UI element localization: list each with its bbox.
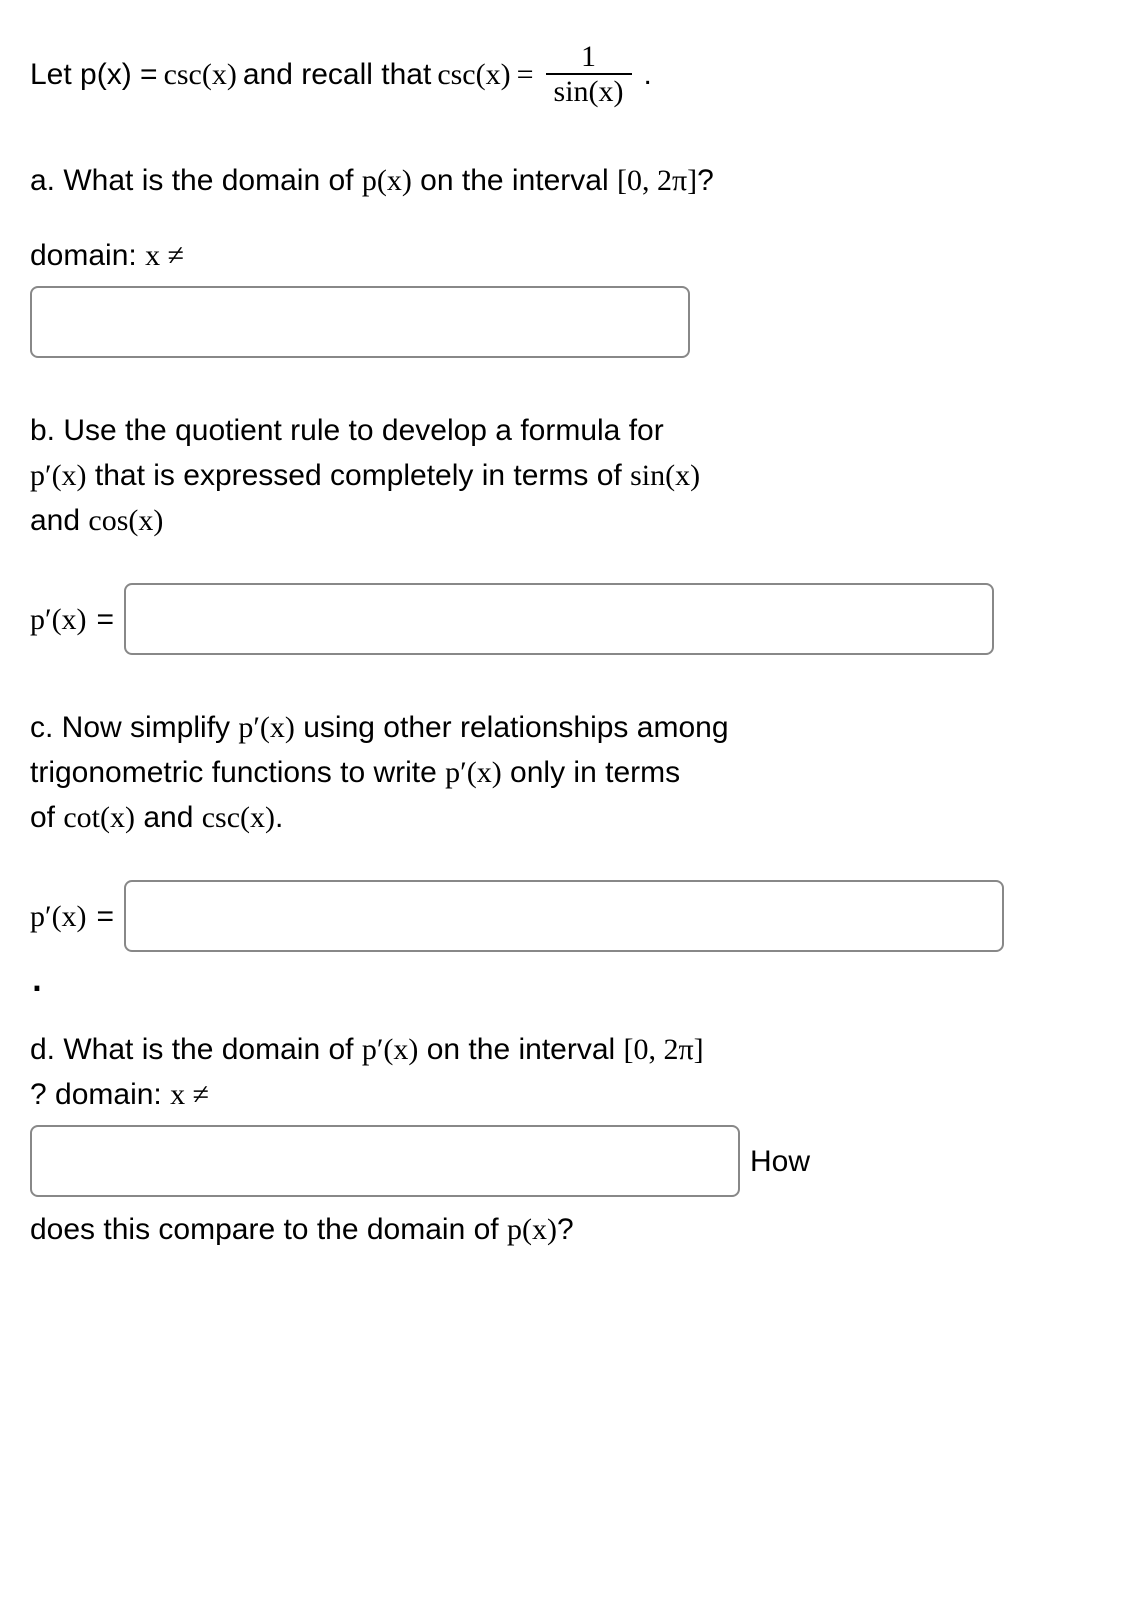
part-a: a. What is the domain of p(x) on the int… [30,158,1109,358]
part-b-equals: = [97,597,115,642]
part-c-l3prefix: of [30,801,63,834]
part-d-l2prefix: ? domain: [30,1078,170,1111]
part-d-interval: [0, 2π] [624,1033,704,1066]
part-d-prefix: d. What is the domain of [30,1033,362,1066]
part-b: b. Use the quotient rule to develop a fo… [30,408,1109,655]
part-d-compare-text: does this compare to the domain of [30,1213,507,1246]
part-c-pprime1: p′(x) [238,711,295,744]
part-c-cscx: csc(x) [202,801,275,834]
part-c-prefix: c. Now simplify [30,711,238,744]
part-a-mid: on the interval [412,164,617,197]
intro-fraction: 1 sin(x) [546,40,632,108]
domain-xneq: x ≠ [145,239,184,272]
part-c-input[interactable] [124,880,1004,952]
intro-func: csc(x) [164,52,237,97]
part-c-l3suffix: . [275,801,283,834]
part-c-l2prefix: trigonometric functions to write [30,756,445,789]
part-b-answer-label: p′(x) [30,597,87,642]
part-d-compare: does this compare to the domain of p(x)? [30,1207,1109,1252]
part-c-line3: of cot(x) and csc(x). [30,795,1109,840]
part-b-mid: that is expressed completely in terms of [87,459,631,492]
part-d-line1: d. What is the domain of p′(x) on the in… [30,1027,1109,1072]
part-b-cosx: cos(x) [88,504,163,537]
part-d: d. What is the domain of p′(x) on the in… [30,1027,1109,1252]
intro-lhs: csc(x) [437,52,510,97]
part-d-line2: ? domain: x ≠ [30,1072,1109,1117]
intro-equals: = [517,52,534,97]
part-a-prefix: a. What is the domain of [30,164,362,197]
part-b-line3: and cos(x) [30,498,1109,543]
part-c-answer-label: p′(x) [30,894,87,939]
part-c-cotx: cot(x) [63,801,135,834]
part-a-suffix: ? [697,164,714,197]
part-c-line2: trigonometric functions to write p′(x) o… [30,750,1109,795]
intro-prefix: Let p(x) = [30,52,158,97]
part-c-l1suffix: using other relationships among [295,711,729,744]
part-c-and: and [135,801,202,834]
part-b-line2: p′(x) that is expressed completely in te… [30,453,1109,498]
part-c: c. Now simplify p′(x) using other relati… [30,705,1109,977]
frac-numerator: 1 [546,40,632,75]
part-c-l2suffix: only in terms [502,756,680,789]
part-b-line1: b. Use the quotient rule to develop a fo… [30,408,1109,453]
part-c-equals: = [97,894,115,939]
part-d-how: How [750,1139,810,1184]
domain-label: domain: [30,239,145,272]
part-d-pprime: p′(x) [362,1033,419,1066]
part-a-px: p(x) [362,164,412,197]
part-d-input[interactable] [30,1125,740,1197]
part-a-interval: [0, 2π] [617,164,697,197]
part-d-mid: on the interval [418,1033,623,1066]
intro-middle: and recall that [243,52,431,97]
part-b-sinx: sin(x) [630,459,700,492]
intro-text: Let p(x) = csc(x) and recall that csc(x)… [30,40,1109,108]
part-d-xneq: x ≠ [170,1078,209,1111]
part-c-pprime2: p′(x) [445,756,502,789]
part-b-and: and [30,504,88,537]
part-a-question: a. What is the domain of p(x) on the int… [30,158,1109,203]
part-a-domain-label: domain: x ≠ [30,233,1109,278]
part-b-input[interactable] [124,583,994,655]
frac-denominator: sin(x) [546,75,632,108]
part-a-input[interactable] [30,286,690,358]
part-d-px: p(x) [507,1213,557,1246]
part-d-compare-suffix: ? [557,1213,574,1246]
part-b-pprime: p′(x) [30,459,87,492]
part-c-dot: . [30,972,1109,977]
intro-period: . [644,52,652,97]
part-c-line1: c. Now simplify p′(x) using other relati… [30,705,1109,750]
